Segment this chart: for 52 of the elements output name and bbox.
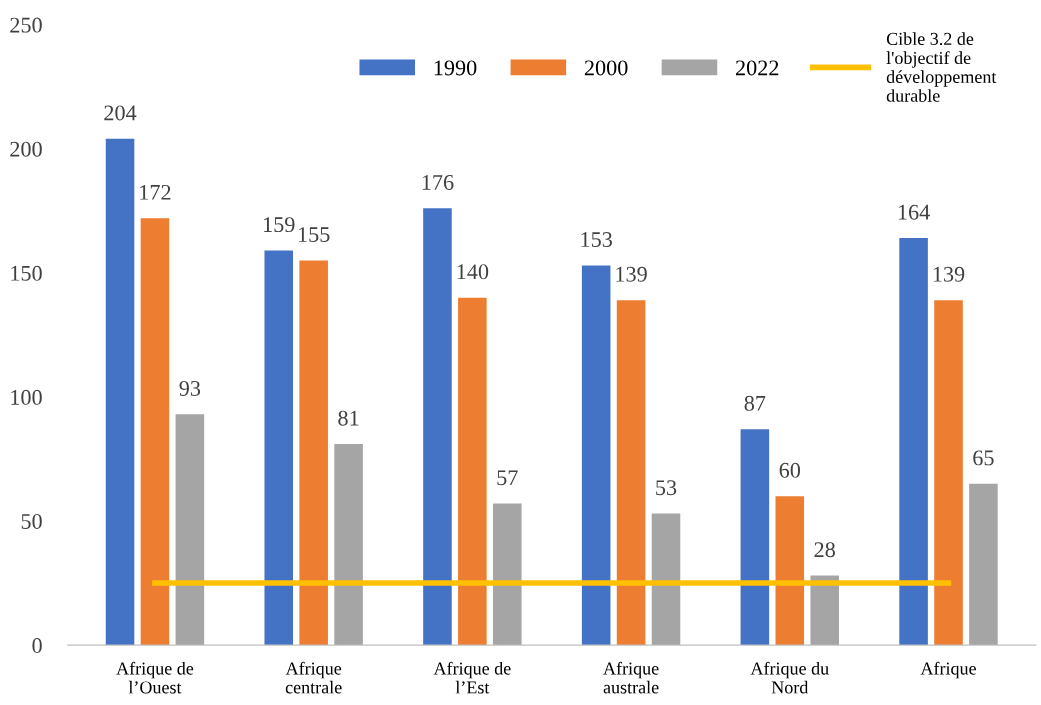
x-tick-label: Afrique	[920, 661, 976, 679]
data-label: 87	[744, 395, 766, 411]
bar	[493, 503, 522, 646]
data-label: 172	[140, 184, 171, 200]
y-tick-label: 50	[21, 513, 42, 529]
data-label: 139	[933, 266, 965, 282]
data-label: 204	[104, 105, 137, 121]
bar	[934, 300, 963, 646]
y-tick-label: 0	[32, 638, 42, 653]
bar	[775, 496, 805, 646]
legend-label: 2000	[584, 60, 628, 76]
data-label: 159	[264, 217, 295, 233]
bar	[651, 513, 681, 646]
data-label: 176	[422, 174, 454, 190]
data-label: 57	[497, 470, 518, 486]
bar	[175, 414, 205, 646]
y-tick-label: 100	[11, 389, 42, 405]
x-tick-label: Afrique de l’Ouest	[116, 661, 194, 694]
x-tick-label: Afrique du Nord	[750, 661, 829, 694]
legend-label: 2022	[735, 60, 779, 76]
bar	[264, 250, 294, 646]
bar	[105, 138, 135, 646]
bar	[740, 429, 770, 646]
y-tick-label: 150	[11, 265, 42, 281]
data-label: 53	[656, 480, 677, 496]
bar	[334, 444, 363, 646]
bar	[423, 208, 452, 646]
x-tick-label: Afrique australe	[603, 661, 659, 694]
data-label: 153	[581, 232, 612, 247]
legend-label: 1990	[434, 60, 477, 76]
bar	[458, 297, 487, 646]
data-label: 65	[973, 450, 994, 466]
data-label: 164	[898, 204, 930, 220]
y-tick-label: 200	[10, 141, 42, 157]
data-label: 60	[779, 462, 801, 478]
bar	[299, 260, 328, 646]
bar	[616, 300, 646, 646]
data-label: 81	[338, 410, 359, 426]
bar	[581, 265, 611, 646]
x-tick-label: Afrique de l’Est	[433, 661, 511, 694]
data-label: 28	[814, 542, 835, 558]
bar	[140, 218, 170, 646]
bar	[899, 238, 928, 646]
y-tick-label: 250	[10, 17, 42, 33]
data-label: 139	[616, 266, 647, 282]
legend-label: Cible 3.2 de l'objectif de développement durable	[886, 32, 997, 102]
x-tick-label: Afrique centrale	[285, 661, 342, 694]
bar	[810, 575, 839, 646]
data-label: 93	[179, 380, 201, 396]
bar	[969, 483, 998, 646]
data-label: 140	[457, 264, 489, 280]
data-label: 155	[298, 227, 330, 243]
